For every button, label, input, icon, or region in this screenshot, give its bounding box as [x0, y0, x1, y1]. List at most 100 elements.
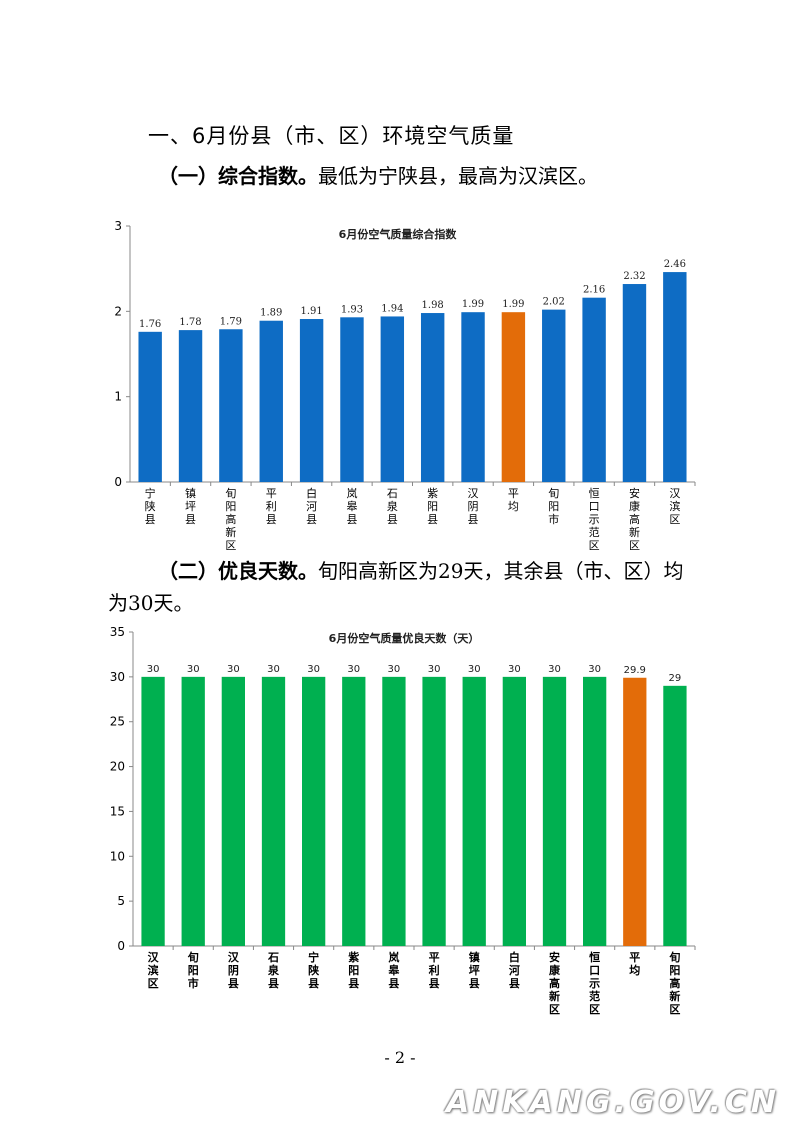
x-tick-label-char: 阴 — [468, 500, 479, 513]
bar — [138, 331, 162, 482]
x-tick-label-char: 汉 — [228, 950, 240, 964]
data-label: 1.76 — [139, 319, 161, 330]
x-tick-label-char: 均 — [508, 500, 519, 513]
data-label: 2.16 — [583, 285, 605, 296]
paragraph-label: （二）优良天数。 — [158, 559, 318, 583]
y-tick-label: 25 — [110, 715, 125, 729]
x-tick-label-char: 均 — [629, 963, 640, 977]
data-label: 30 — [428, 664, 441, 675]
bar — [502, 676, 526, 946]
x-tick-label-char: 陕 — [145, 499, 156, 513]
x-tick-label-char: 新 — [549, 989, 560, 1003]
x-tick-label-char: 康 — [549, 963, 561, 977]
data-label: 1.89 — [260, 308, 282, 319]
x-tick-label-char: 示 — [589, 513, 600, 526]
bar — [663, 685, 687, 946]
data-label: 30 — [227, 664, 240, 675]
x-tick-label-char: 坪 — [469, 964, 480, 977]
data-label-box — [461, 661, 488, 674]
bar — [181, 676, 205, 946]
data-label: 2.02 — [543, 297, 565, 308]
x-tick-label-char: 区 — [225, 539, 236, 552]
x-tick-label-char: 区 — [669, 513, 680, 526]
y-tick-label: 30 — [110, 670, 125, 684]
x-tick-label-char: 泉 — [267, 963, 280, 977]
x-tick-label-char: 口 — [589, 500, 600, 513]
x-tick-label-char: 平 — [429, 951, 440, 964]
bar — [141, 676, 165, 946]
data-label: 1.93 — [341, 304, 363, 315]
x-tick-label-char: 泉 — [387, 499, 398, 513]
data-label: 1.99 — [502, 299, 524, 310]
y-tick-label: 2 — [114, 304, 122, 318]
data-label: 30 — [147, 664, 160, 675]
bar — [542, 676, 567, 946]
x-tick-label-char: 县 — [468, 513, 479, 526]
data-label-box — [661, 670, 688, 683]
bar — [382, 676, 406, 946]
data-label-box — [421, 661, 448, 674]
data-label: 2.32 — [623, 271, 645, 282]
data-label-box — [380, 661, 407, 674]
x-tick-label-char: 范 — [589, 989, 600, 1003]
good-days-chart: 6月份空气质量优良天数（天） 0 5 10 15 20 25 30 35 30 汉滨区 30 旬阳市 30… — [100, 620, 700, 1020]
data-label: 2.46 — [664, 259, 686, 270]
x-tick-label-char: 岚 — [346, 487, 357, 500]
x-tick-label-char: 康 — [629, 499, 640, 513]
x-tick-label-char: 范 — [589, 525, 600, 539]
page-number: - 2 - — [384, 1048, 416, 1067]
x-tick-label-char: 汉 — [669, 487, 680, 500]
y-tick-label: 0 — [117, 939, 125, 953]
x-tick-label-char: 县 — [427, 513, 438, 526]
bar — [380, 316, 405, 482]
x-tick-label-char: 旬 — [225, 487, 236, 500]
data-label: 30 — [588, 664, 601, 675]
x-tick-label-char: 市 — [188, 976, 199, 990]
bar — [622, 284, 647, 482]
x-tick-label-char: 石 — [387, 487, 398, 500]
bar — [583, 676, 607, 946]
x-tick-label-char: 新 — [225, 525, 236, 539]
x-tick-label-char: 阳 — [225, 500, 236, 513]
x-tick-label-char: 利 — [266, 500, 277, 513]
data-label: 1.99 — [462, 299, 484, 310]
bar — [178, 330, 203, 482]
x-tick-label-char: 滨 — [669, 499, 680, 513]
x-tick-label-char: 阳 — [348, 963, 359, 977]
y-tick-label: 0 — [114, 475, 122, 489]
x-tick-label-char: 紫 — [427, 487, 438, 500]
x-tick-label-char: 县 — [387, 513, 398, 526]
site-watermark: ANKANG.GOV.CN — [445, 1085, 780, 1120]
x-tick-label-char: 平 — [508, 487, 519, 500]
x-tick-label-char: 紫 — [348, 950, 359, 964]
data-label-box — [581, 661, 608, 674]
x-tick-label-char: 白 — [509, 950, 520, 964]
x-tick-label-char: 坪 — [185, 500, 196, 513]
x-tick-label-char: 区 — [629, 539, 640, 552]
x-tick-label-char: 平 — [266, 487, 277, 500]
data-label-box — [501, 661, 528, 674]
bar — [461, 312, 485, 482]
data-label-box — [260, 661, 287, 674]
composite-index-chart: 6月份空气质量综合指数 0 1 2 3 1.76 宁陕县 1.78 镇坪县 1.79 旬阳高新区 1.… — [100, 212, 700, 552]
paragraph-label: （一）综合指数。 — [158, 164, 318, 188]
y-tick-label: 15 — [110, 804, 125, 818]
x-tick-label-char: 区 — [669, 1003, 680, 1016]
x-tick-label-char: 县 — [469, 977, 480, 990]
x-tick-label-char: 县 — [308, 977, 319, 990]
x-tick-label-char: 岚 — [388, 950, 399, 964]
data-label: 30 — [508, 664, 521, 675]
x-tick-label-char: 旬 — [548, 487, 559, 500]
bar — [501, 312, 526, 482]
data-label: 30 — [307, 664, 320, 675]
data-label: 30 — [187, 664, 200, 675]
bar — [663, 272, 687, 482]
y-tick-label: 10 — [110, 849, 125, 863]
data-label: 1.79 — [220, 316, 242, 327]
x-tick-label-char: 镇 — [185, 486, 196, 500]
x-tick-label-char: 阳 — [188, 963, 199, 977]
good-days-chart-svg: 6月份空气质量优良天数（天） 0 5 10 15 20 25 30 35 30 汉滨区 30 旬阳市 30… — [110, 625, 696, 1016]
paragraph-composite-index: （一）综合指数。最低为宁陕县，最高为汉滨区。 — [108, 160, 698, 192]
bar — [422, 676, 446, 946]
x-tick-label-char: 新 — [669, 989, 680, 1003]
